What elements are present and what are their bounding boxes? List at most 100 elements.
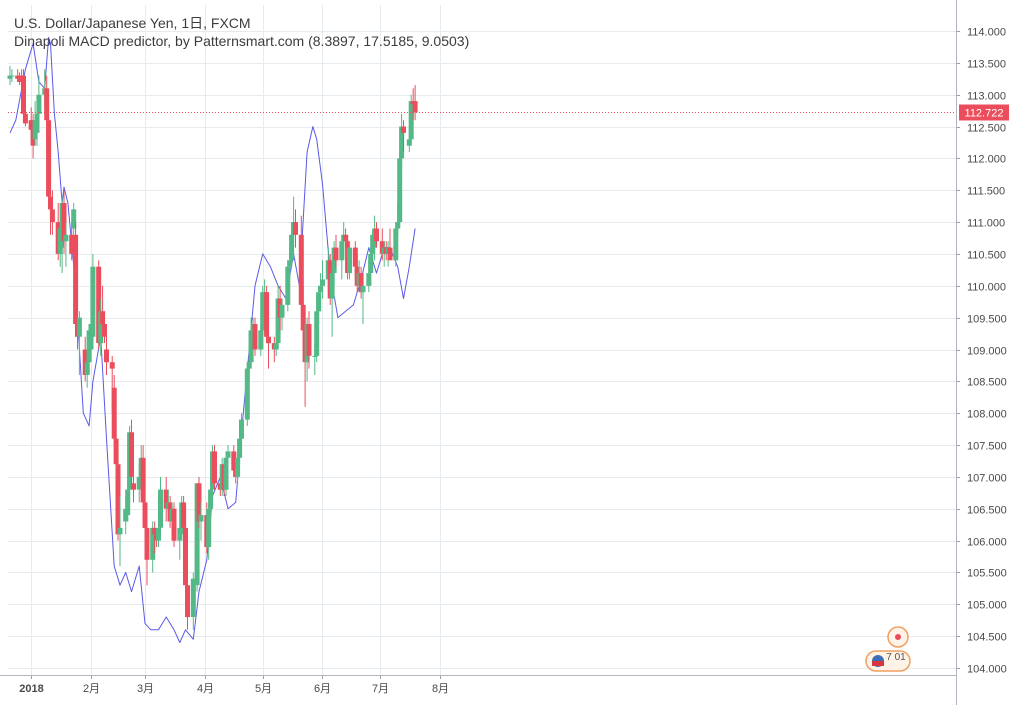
candle: [374, 222, 379, 248]
candle: [360, 285, 366, 324]
candle-body: [96, 266, 102, 344]
candle-body: [252, 324, 258, 350]
y-tick-label: 106.000: [967, 537, 1007, 549]
candle-body: [287, 260, 293, 267]
candle-body: [408, 101, 414, 140]
candle-body: [225, 451, 231, 458]
candle: [333, 234, 339, 267]
candle: [140, 445, 146, 509]
y-tick-label: 108.000: [967, 409, 1007, 421]
candle: [183, 521, 188, 592]
candle-body: [73, 234, 79, 324]
candle-body: [163, 489, 169, 509]
candle-body: [298, 234, 304, 305]
candle-body: [150, 527, 156, 560]
candle-body: [275, 298, 281, 344]
candle: [264, 285, 270, 344]
candle-body: [76, 317, 82, 337]
candle-body: [84, 362, 90, 375]
x-tick-label: 4月: [197, 683, 214, 695]
candle-body: [198, 515, 204, 522]
candle-body: [140, 457, 146, 503]
candle: [22, 101, 28, 127]
candle: [131, 476, 136, 503]
candle-body: [190, 578, 196, 617]
candle-body: [248, 330, 254, 363]
y-tick-label: 104.000: [967, 664, 1007, 676]
candle: [225, 445, 231, 471]
candle: [163, 476, 169, 522]
candle-body: [61, 203, 67, 242]
candle: [98, 298, 104, 356]
candle-body: [90, 266, 96, 337]
candle: [48, 183, 53, 235]
candle-body: [406, 139, 412, 146]
candle-body: [266, 336, 271, 344]
candle-body: [49, 209, 55, 223]
candle: [90, 253, 96, 350]
candle-body: [144, 527, 150, 560]
candle: [63, 222, 69, 267]
candle: [393, 222, 399, 267]
candle: [347, 241, 352, 280]
candle-body: [111, 387, 117, 439]
event-badge[interactable]: 7 01: [865, 626, 911, 672]
candle: [76, 311, 82, 375]
candle-body: [17, 78, 23, 82]
candle: [190, 572, 196, 630]
candle: [397, 152, 403, 229]
y-tick-label: 111.500: [967, 186, 1005, 198]
candle: [306, 311, 312, 369]
instrument-title: U.S. Dollar/Japanese Yen, 1日, FXCM: [14, 15, 251, 31]
us-flag-stripe-icon: [872, 661, 884, 666]
candle-body: [368, 253, 374, 273]
y-tick-label: 107.000: [967, 473, 1007, 485]
candle-body: [412, 101, 418, 113]
candle-body: [397, 158, 403, 223]
candle: [329, 266, 335, 337]
last-price-label: 112.722: [965, 108, 1004, 120]
candle-body: [244, 368, 250, 420]
y-tick-label: 107.500: [967, 441, 1007, 453]
candle-body: [379, 241, 385, 254]
candle-body: [246, 362, 252, 369]
candle-body: [183, 527, 188, 586]
candle-body: [181, 502, 187, 528]
candle-body: [258, 330, 264, 350]
candle-body: [312, 355, 318, 357]
candle-body: [347, 247, 352, 274]
candle: [298, 215, 304, 305]
candle: [144, 515, 150, 586]
candle-body: [206, 508, 212, 547]
candle: [73, 222, 79, 337]
candle: [49, 190, 55, 235]
candle-body: [239, 419, 244, 439]
y-tick-label: 105.000: [967, 600, 1007, 612]
y-tick-label: 109.500: [967, 314, 1007, 326]
candle-body: [360, 285, 366, 293]
candle: [387, 228, 393, 261]
candle-body: [293, 222, 298, 235]
candle-body: [34, 113, 40, 133]
candle: [320, 260, 325, 299]
candle-body: [102, 324, 107, 337]
event-label: 7 01: [886, 652, 906, 663]
candle-body: [131, 483, 136, 490]
candle-body: [318, 285, 324, 293]
y-tick-label: 110.500: [967, 250, 1006, 262]
y-tick-label: 105.500: [967, 568, 1007, 580]
candle: [21, 69, 26, 121]
candle-body: [393, 228, 399, 261]
candle-body: [235, 457, 241, 477]
candle-body: [329, 273, 335, 299]
candle: [279, 298, 285, 331]
candle: [223, 451, 229, 496]
last-price-line: 112.722: [8, 104, 1009, 121]
candle-body: [320, 279, 325, 286]
candle-body: [7, 75, 13, 79]
candle: [104, 330, 109, 375]
